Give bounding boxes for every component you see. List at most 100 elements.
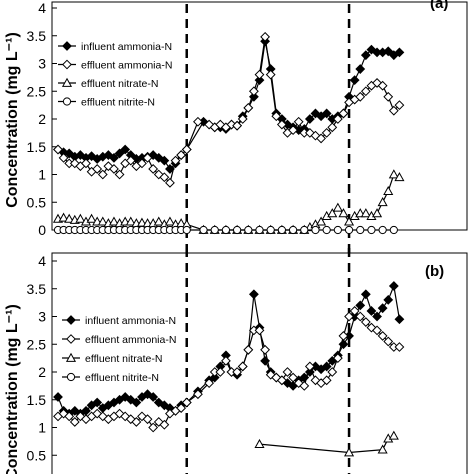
data-point: [58, 152, 69, 163]
panel-b-frame: [51, 252, 468, 474]
y-tick-label: 1.5: [27, 392, 47, 408]
data-point: [371, 208, 383, 218]
data-point: [300, 225, 309, 235]
data-point: [288, 372, 298, 383]
data-point: [304, 127, 315, 138]
y-tick-label: 3: [38, 56, 46, 72]
data-point: [226, 119, 237, 130]
data-point: [372, 325, 382, 336]
data-point: [137, 158, 147, 169]
data-point: [355, 91, 366, 102]
data-point: [316, 133, 326, 144]
data-point: [383, 46, 394, 57]
data-point: [248, 86, 259, 97]
legend-label: effluent nitrite-N: [81, 97, 155, 109]
legend-label: influent ammonia-N: [81, 41, 172, 53]
data-point: [204, 119, 215, 130]
data-point: [394, 47, 405, 58]
legend-label: effluent nitrite-N: [85, 372, 159, 384]
legend-marker: [66, 334, 76, 344]
legend-label: effluent ammonia-N: [85, 334, 176, 346]
data-point: [378, 225, 387, 235]
data-point: [333, 225, 342, 235]
legend-marker: [65, 352, 77, 362]
data-point: [321, 127, 332, 138]
legend-label: influent ammonia-N: [85, 315, 176, 327]
data-point: [233, 225, 242, 235]
legend-marker: [62, 97, 72, 106]
data-point: [277, 225, 286, 235]
data-point: [148, 392, 159, 402]
data-point: [349, 306, 360, 316]
panel-b-y-axis-label: Concentration (mg L⁻¹): [4, 304, 21, 474]
data-point: [125, 155, 136, 166]
data-point: [367, 225, 376, 235]
data-point: [349, 75, 360, 86]
y-tick-label: 2: [38, 111, 46, 127]
data-point: [377, 303, 388, 314]
data-point: [366, 306, 377, 316]
data-point: [97, 169, 108, 180]
data-point: [276, 375, 287, 386]
panel-a-legend: influent ammonia-N effluent ammonia-N effl…: [58, 41, 172, 109]
data-point: [254, 438, 265, 449]
y-tick-label: 1.5: [27, 139, 47, 155]
y-tick-label: 0.5: [27, 194, 47, 210]
data-point: [210, 225, 219, 235]
data-point: [97, 216, 108, 226]
panel-a-label: (a): [430, 0, 448, 12]
y-tick-label: 2.5: [27, 336, 47, 352]
data-point: [125, 414, 136, 425]
data-point: [232, 367, 243, 377]
data-point: [260, 344, 271, 355]
data-point: [86, 151, 97, 162]
data-point: [131, 397, 142, 408]
data-point: [316, 216, 327, 226]
data-point: [372, 311, 382, 322]
data-point: [142, 152, 153, 163]
y-tick-label: 3: [38, 309, 46, 325]
data-point: [176, 403, 187, 413]
data-point: [332, 353, 343, 364]
data-point: [388, 281, 399, 291]
data-point: [327, 208, 338, 218]
data-point: [170, 155, 181, 166]
data-point: [181, 397, 192, 408]
data-point: [58, 212, 69, 222]
panel-a-y-axis-label: Concentration (mg L⁻¹): [4, 32, 21, 208]
data-point: [109, 164, 119, 174]
data-point: [165, 164, 175, 174]
y-tick-label: 1: [38, 420, 46, 436]
data-point: [360, 317, 371, 327]
y-tick-label: 4: [38, 253, 46, 269]
data-point: [338, 108, 349, 119]
y-tick-label: 4: [38, 0, 46, 16]
panel-b-series: [53, 281, 405, 457]
data-point: [221, 355, 231, 366]
series-effluent-ammonia-n: [53, 306, 405, 433]
data-point: [377, 444, 388, 454]
data-point: [237, 114, 248, 124]
data-point: [92, 397, 103, 408]
data-point: [232, 120, 243, 131]
data-point: [248, 289, 259, 300]
data-point: [338, 208, 349, 218]
y-tick-label: 3.5: [27, 28, 47, 44]
data-point: [64, 411, 75, 422]
data-point: [271, 111, 282, 122]
data-point: [244, 225, 253, 235]
data-point: [255, 225, 264, 235]
data-point: [148, 422, 159, 433]
data-point: [153, 397, 164, 408]
data-point: [53, 392, 63, 402]
legend-marker: [66, 315, 76, 325]
data-point: [153, 216, 164, 226]
data-point: [388, 105, 399, 116]
data-point: [142, 414, 153, 425]
series-effluent-nitrate-n: [254, 430, 399, 457]
panel-a-series: [52, 31, 405, 235]
data-point: [193, 389, 203, 400]
data-point: [125, 394, 136, 405]
data-point: [182, 225, 191, 235]
